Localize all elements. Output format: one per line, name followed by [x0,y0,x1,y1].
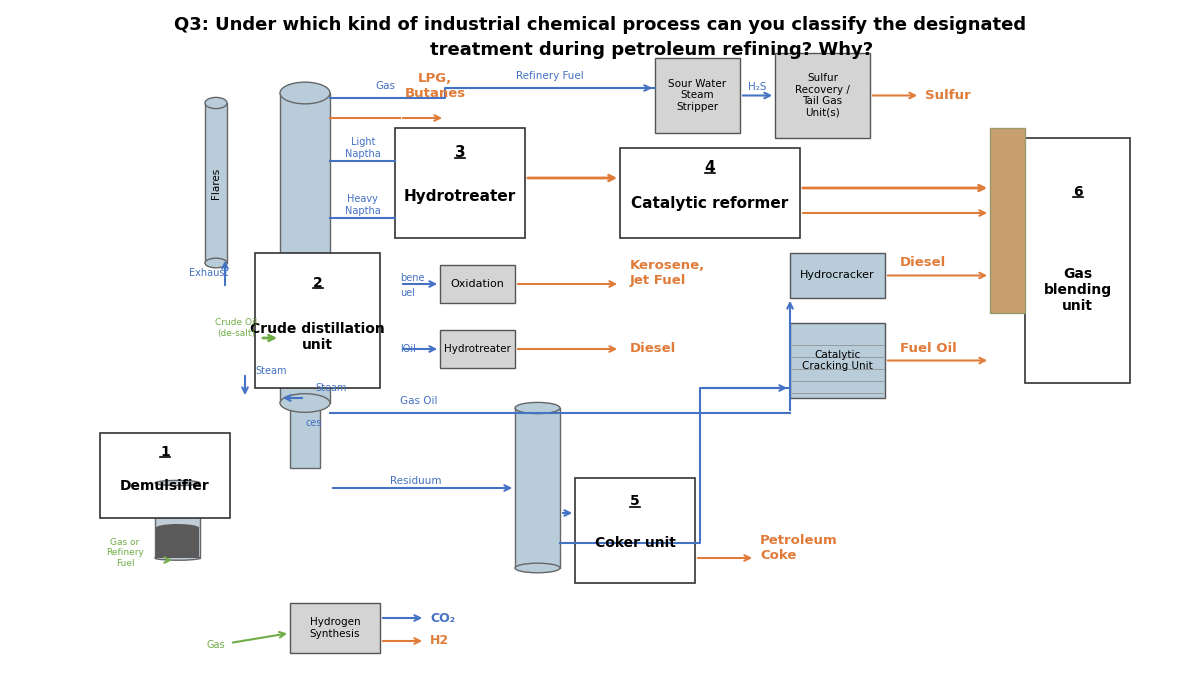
Ellipse shape [156,524,199,532]
Bar [775,53,870,138]
Bar [620,148,800,238]
Text: Steam: Steam [314,383,347,393]
Bar [990,128,1025,313]
Text: 4: 4 [704,160,715,175]
Text: Oxidation: Oxidation [450,279,504,289]
Text: Diesel: Diesel [630,343,677,355]
Text: 6: 6 [1073,185,1082,199]
Text: LPG,
Butanes: LPG, Butanes [404,72,466,100]
Text: Light
Naptha: Light Naptha [346,137,380,159]
Text: Q3: Under which kind of industrial chemical process can you classify the designa: Q3: Under which kind of industrial chemi… [174,16,1026,34]
Bar [256,253,380,388]
Text: Sulfur
Recovery /
Tail Gas
Unit(s): Sulfur Recovery / Tail Gas Unit(s) [796,73,850,118]
Ellipse shape [280,394,330,413]
Text: Gas
blending
unit: Gas blending unit [1044,267,1111,313]
Text: H₂S: H₂S [748,82,767,92]
Text: Heavy
Naptha: Heavy Naptha [346,194,380,216]
Ellipse shape [155,481,200,486]
Ellipse shape [205,258,227,268]
Text: H2: H2 [430,635,449,647]
Text: uel: uel [400,288,415,298]
Bar [440,330,515,368]
Bar [156,528,199,558]
Ellipse shape [515,563,560,573]
Text: 3: 3 [455,145,466,160]
Text: Crude Oil
(de-salt): Crude Oil (de-salt) [215,318,257,338]
Text: Residuum: Residuum [390,476,442,486]
Text: Flares: Flares [211,168,221,199]
Text: Hydrotreater: Hydrotreater [404,188,516,204]
Bar [575,478,695,583]
Bar [100,433,230,518]
Text: Gas: Gas [206,640,226,650]
Text: Hydrotreater: Hydrotreater [444,344,511,354]
Text: Catalytic
Cracking Unit: Catalytic Cracking Unit [802,350,872,371]
Bar [155,483,200,558]
Text: Petroleum
Coke: Petroleum Coke [760,534,838,562]
Bar [655,58,740,133]
Bar [290,400,320,468]
Text: Demulsifier: Demulsifier [120,479,210,493]
Text: Sulfur: Sulfur [925,89,971,102]
Bar [790,253,886,298]
Text: 1: 1 [160,445,170,459]
Text: CO₂: CO₂ [430,612,455,625]
Text: Catalytic reformer: Catalytic reformer [631,197,788,211]
Text: treatment during petroleum refining? Why?: treatment during petroleum refining? Why… [430,41,874,59]
Bar [280,93,330,403]
Text: 5: 5 [630,494,640,508]
Text: 2: 2 [313,276,323,289]
Ellipse shape [205,98,227,108]
Text: Coker unit: Coker unit [594,536,676,550]
Text: Gas: Gas [374,81,395,91]
Text: Gas Oil: Gas Oil [400,396,438,406]
Text: Sour Water
Steam
Stripper: Sour Water Steam Stripper [668,79,726,112]
Text: Hydrocracker: Hydrocracker [800,271,875,281]
Ellipse shape [280,82,330,104]
Bar [790,323,886,398]
Bar [515,408,560,568]
Text: Refinery Fuel: Refinery Fuel [516,71,584,81]
Text: Diesel: Diesel [900,256,947,269]
Text: bene: bene [400,273,425,283]
Bar [205,103,227,263]
Text: Hydrogen
Synthesis: Hydrogen Synthesis [310,617,360,639]
Bar [290,603,380,653]
Text: Fuel Oil: Fuel Oil [900,341,956,355]
Bar [440,265,515,303]
Text: ces: ces [305,418,322,428]
Text: Kerosene,
Jet Fuel: Kerosene, Jet Fuel [630,259,706,287]
Ellipse shape [155,556,200,560]
Text: Exhaust: Exhaust [188,268,228,278]
Text: Crude distillation
unit: Crude distillation unit [250,322,385,352]
Bar [395,128,526,238]
Ellipse shape [515,402,560,414]
Text: lOil: lOil [400,344,416,354]
Text: Steam: Steam [256,366,287,376]
Text: Gas or
Refinery
Fuel: Gas or Refinery Fuel [106,538,144,568]
Bar [1025,138,1130,383]
